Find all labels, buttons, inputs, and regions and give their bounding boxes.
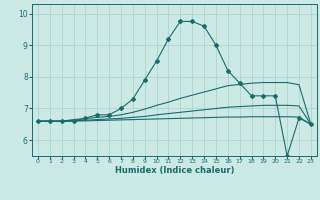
X-axis label: Humidex (Indice chaleur): Humidex (Indice chaleur) (115, 166, 234, 175)
